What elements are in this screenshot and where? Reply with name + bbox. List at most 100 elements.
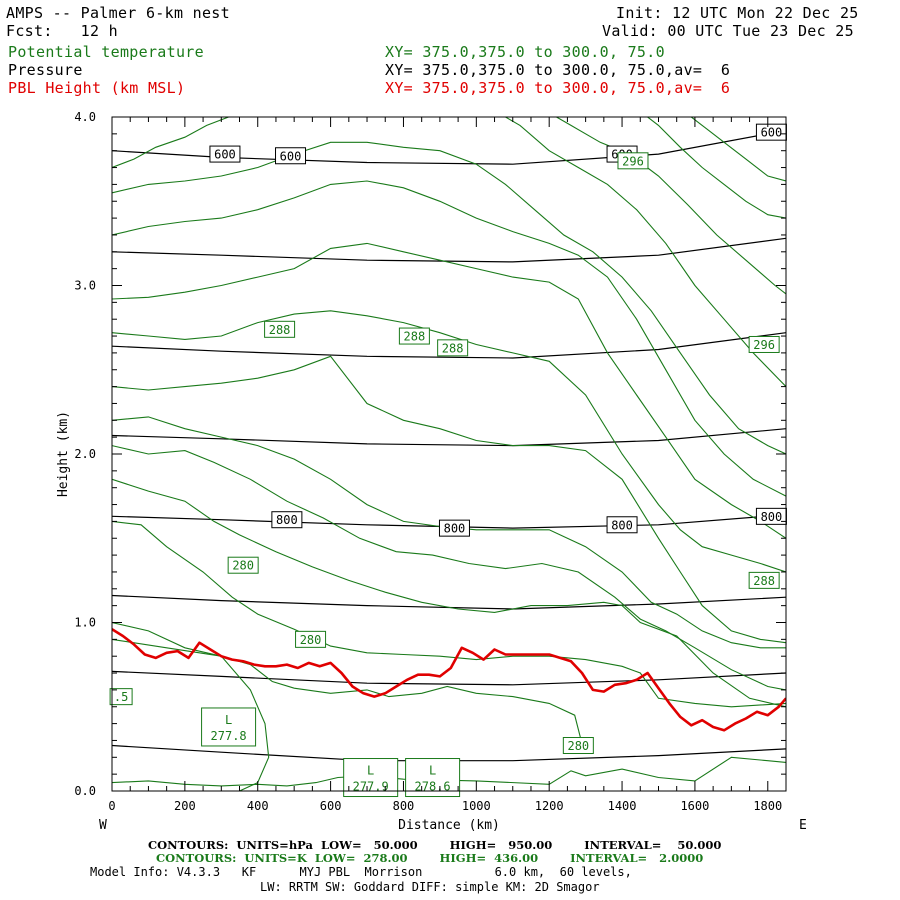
isotherm-label-5: 280 (232, 559, 254, 573)
isotherm-label-1-box (398, 327, 430, 345)
isobar-5 (112, 332, 786, 359)
low-marker-0: L (225, 713, 232, 727)
y-tick-label-1: 1.0 (74, 616, 96, 630)
low-value-0: 277.8 (211, 729, 247, 743)
pbl-height-series (112, 628, 786, 732)
footer-theta-contours: CONTOURS: UNITS=K LOW= 278.00 HIGH= 436.… (156, 851, 704, 865)
pbl-field-name: PBL Height (km MSL) (8, 79, 186, 97)
isotherm-14 (646, 117, 786, 219)
plot-frame (111, 116, 787, 792)
isotherm-label-2-box (437, 339, 469, 357)
east-label: E (799, 818, 807, 833)
isotherm-7 (112, 355, 786, 644)
low-box-1 (343, 758, 399, 798)
x-tick-label-8: 1600 (680, 799, 709, 813)
isotherm-label-7-box (562, 737, 594, 755)
isotherm-13 (555, 117, 786, 295)
isotherm-label-8: 288 (753, 574, 775, 588)
x-tick-label-7: 1400 (608, 799, 637, 813)
pbl-height-line (112, 628, 786, 732)
footer-model-info: Model Info: V4.3.3 KF MYJ PBL Morrison 6… (90, 865, 632, 879)
x-tick-label-2: 400 (247, 799, 269, 813)
isotherm-label-3: 296 (753, 338, 775, 352)
isobar-2 (112, 594, 786, 610)
isotherm-11 (112, 141, 786, 455)
pressure-field-xy: XY= 375.0,375.0 to 300.0, 75.0,av= 6 (385, 61, 731, 79)
y-axis-label: Height (km) (56, 411, 71, 497)
isotherm-label-3-box (748, 335, 780, 353)
isotherm-label-9: .5 (114, 690, 128, 704)
isobar-label-6: 800 (611, 518, 633, 532)
isobar-label-4-box (271, 511, 303, 529)
isotherm-12 (112, 117, 786, 387)
pressure-field-name: Pressure (8, 61, 83, 79)
low-box-2 (405, 758, 461, 798)
isotherm-label-5-box (227, 556, 259, 574)
isotherm-9 (112, 242, 786, 539)
x-tick-label-3: 600 (320, 799, 342, 813)
low-value-2: 278.6 (415, 780, 451, 794)
isobar-7 (112, 129, 786, 165)
contour-labels: 6006006006008008008008002882882882962962… (109, 123, 787, 798)
isotherm-label-6-box (295, 630, 327, 648)
x-axis-label: Distance (km) (398, 818, 500, 833)
y-tick-label-2: 2.0 (74, 447, 96, 461)
x-tick-label-6: 1200 (535, 799, 564, 813)
theta-field-name: Potential temperature (8, 43, 204, 61)
isotherm-8 (112, 310, 786, 573)
theta-field-xy: XY= 375.0,375.0 to 300.0, 75.0 (385, 43, 665, 61)
isobar-label-6-box (606, 516, 638, 534)
isotherm-label-0-box (264, 320, 296, 338)
footer-physics: LW: RRTM SW: Goddard DIFF: simple KM: 2D… (260, 880, 600, 894)
west-label: W (99, 818, 107, 833)
init-time: Init: 12 UTC Mon 22 Dec 25 (616, 4, 859, 22)
low-value-1: 277.9 (353, 780, 389, 794)
isotherm-15 (690, 117, 786, 182)
axes: 0 200 400 600 800 1000 1200 1400 1600 1800 0.0 1.0 2… (74, 110, 787, 813)
low-marker-2: L (429, 764, 436, 778)
isobar-label-5-box (438, 519, 470, 537)
isobar-label-3: 600 (761, 126, 783, 140)
isobar-label-4: 800 (276, 513, 298, 527)
isobar-4 (112, 428, 786, 447)
isobar-label-0: 600 (214, 148, 236, 162)
y-tick-label-0: 0.0 (74, 784, 96, 798)
isobar-label-0-box (209, 145, 241, 163)
model-title: AMPS -- Palmer 6-km nest (6, 4, 230, 22)
low-box-0 (201, 707, 257, 747)
isobar-label-5: 800 (444, 522, 466, 536)
isotherm-label-4: 296 (622, 154, 644, 168)
isotherm-6 (112, 416, 786, 649)
isobar-label-7: 800 (761, 510, 783, 524)
x-tick-label-5: 1000 (462, 799, 491, 813)
x-tick-label-9: 1800 (753, 799, 782, 813)
isotherm-3 (112, 520, 786, 708)
pressure-isobars (112, 129, 786, 762)
isotherm-label-8-box (748, 571, 780, 589)
valid-time: Valid: 00 UTC Tue 23 Dec 25 (602, 22, 854, 40)
isotherm-2 (112, 621, 583, 744)
theta-contours (112, 117, 786, 791)
forecast-hour: Fcst: 12 h (6, 22, 118, 40)
x-tick-label-4: 800 (393, 799, 415, 813)
y-tick-label-4: 4.0 (74, 110, 96, 124)
isotherm-label-7: 280 (567, 739, 589, 753)
isotherm-label-4-box (617, 152, 649, 170)
isotherm-1 (112, 638, 270, 791)
isotherm-label-6: 280 (300, 633, 322, 647)
low-marker-1: L (367, 764, 374, 778)
pbl-field-xy: XY= 375.0,375.0 to 300.0, 75.0,av= 6 (385, 79, 731, 97)
isotherm-label-1: 288 (404, 330, 426, 344)
isotherm-4 (112, 478, 786, 708)
isobar-label-1: 600 (280, 149, 302, 163)
isobar-1 (112, 670, 786, 686)
footer-pressure-contours: CONTOURS: UNITS=hPa LOW= 50.000 HIGH= 95… (148, 838, 722, 852)
x-tick-label-0: 0 (108, 799, 115, 813)
isotherm-label-0: 288 (269, 323, 291, 337)
isotherm-label-2: 288 (442, 341, 464, 355)
x-tick-label-1: 200 (174, 799, 196, 813)
isobar-6 (112, 237, 786, 263)
y-tick-label-3: 3.0 (74, 279, 96, 293)
isotherm-5 (112, 445, 786, 691)
